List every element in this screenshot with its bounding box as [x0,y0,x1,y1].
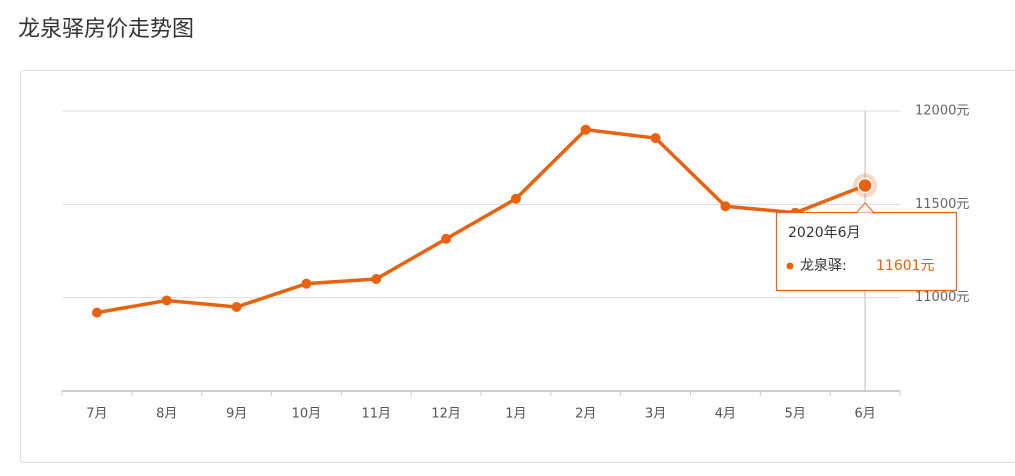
tooltip-title: 2020年6月 [788,225,861,241]
x-tick-label: 8月 [156,407,177,422]
line [96,127,866,315]
x-tick-label: 9月 [226,407,247,422]
x-tick-label: 4月 [715,407,736,422]
point [371,274,382,284]
point [857,177,873,194]
y-tick-label: 11500元 [915,197,969,212]
point [510,193,521,204]
point [161,295,172,306]
tooltip-marker [786,262,794,270]
x-tick-label: 12月 [431,407,461,422]
tooltip-arrow-cover [857,213,874,215]
point [720,201,731,212]
y-tick-label: 12000元 [915,104,969,119]
y-tick-label: 11000元 [915,290,969,305]
page-title: 龙泉驿房价走势图 [18,17,194,42]
point [301,278,312,289]
point [441,233,452,244]
tooltip-box [775,211,958,292]
chart: 11000元 11500元 12000元 7月 8月 9月 10月 11月 12月 1月 2月 3月 4… [61,104,969,422]
x-tick-label: 11月 [361,407,391,422]
x-tick-label: 6月 [854,407,875,422]
point [580,124,591,135]
tooltip-value: 11601元 [876,258,935,274]
point [91,307,102,318]
chart-card [20,70,1015,463]
x-tick-label: 2月 [575,407,596,422]
x-tick-label: 7月 [86,407,107,422]
x-tick-label: 1月 [505,407,526,422]
point [650,133,661,144]
x-tick-label: 5月 [785,407,806,422]
point [231,302,242,312]
x-tick-label: 10月 [292,407,322,422]
tooltip-series: 龙泉驿: [800,257,847,274]
x-tick-label: 3月 [645,407,666,422]
